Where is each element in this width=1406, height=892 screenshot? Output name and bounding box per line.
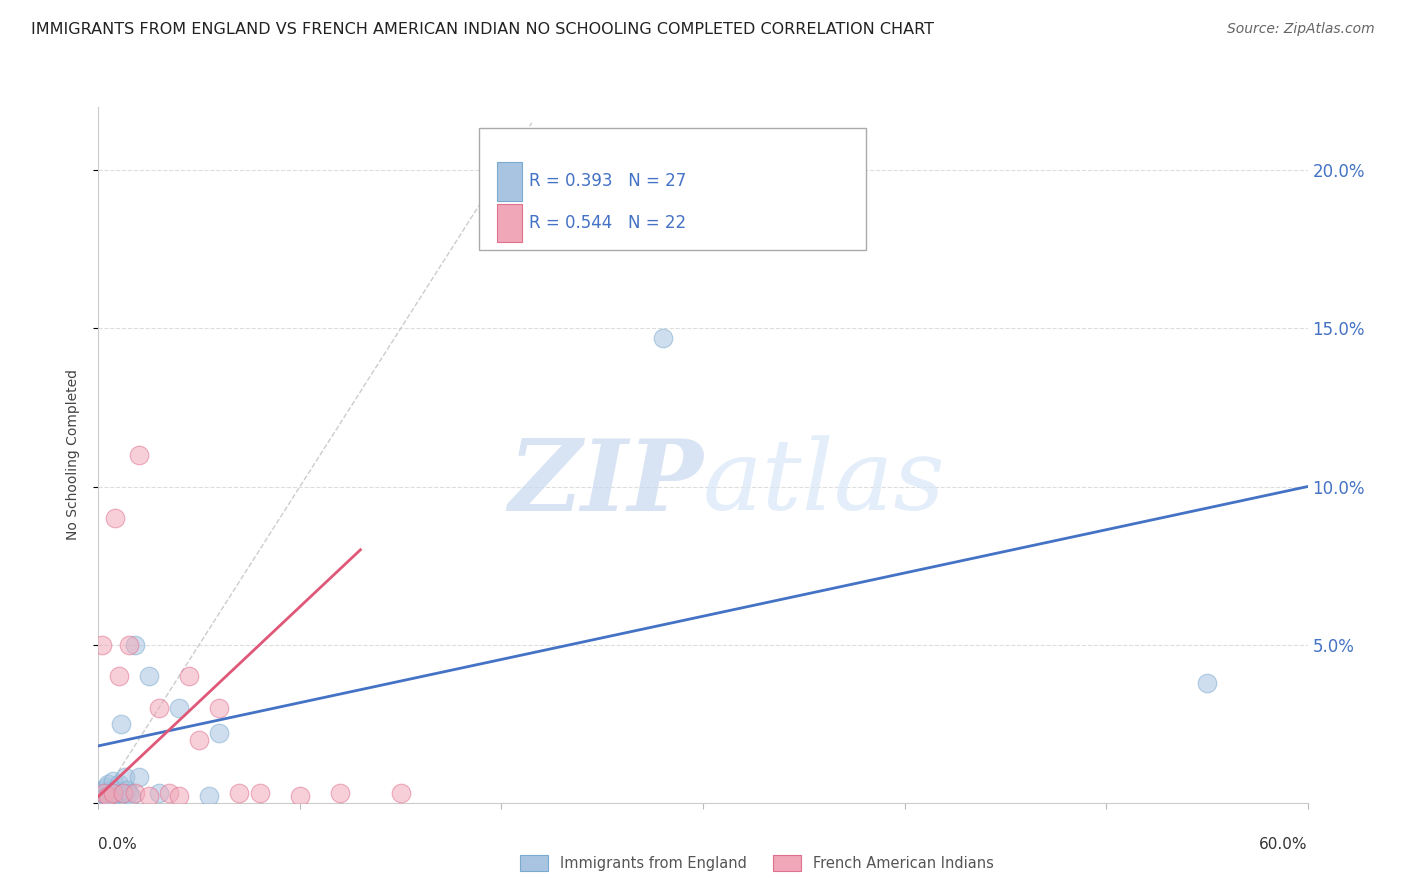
Point [103, 511, 125, 525]
Text: French American Indians: French American Indians [813, 856, 994, 871]
Text: Source: ZipAtlas.com: Source: ZipAtlas.com [1227, 22, 1375, 37]
Point [128, 448, 150, 462]
Y-axis label: No Schooling Completed: No Schooling Completed [66, 369, 80, 541]
Point [110, 716, 132, 731]
Point [107, 669, 129, 683]
Point [208, 701, 231, 715]
Point [93, 783, 115, 797]
Point [389, 786, 412, 800]
Point [111, 786, 134, 800]
Text: R = 0.544   N = 22: R = 0.544 N = 22 [529, 214, 686, 232]
Point [118, 786, 141, 800]
Point [93, 786, 115, 800]
Point [96, 780, 118, 794]
Point [249, 786, 271, 800]
Point [91, 786, 114, 800]
Point [118, 638, 141, 652]
Point [96, 789, 118, 804]
Point [97, 777, 120, 791]
Point [198, 789, 221, 804]
Point [651, 331, 673, 345]
Text: 0.0%: 0.0% [98, 837, 138, 852]
Text: Immigrants from England: Immigrants from England [560, 856, 747, 871]
Point [329, 786, 352, 800]
Text: ZIP: ZIP [508, 434, 703, 531]
Text: 60.0%: 60.0% [1260, 837, 1308, 852]
Point [111, 786, 134, 800]
Point [228, 786, 250, 800]
Point [138, 789, 160, 804]
Point [120, 789, 142, 804]
Point [128, 771, 150, 785]
Point [208, 726, 231, 740]
Point [157, 786, 180, 800]
Point [148, 786, 170, 800]
Point [91, 638, 114, 652]
Point [97, 789, 120, 804]
Point [288, 789, 311, 804]
Point [188, 732, 211, 747]
Point [148, 701, 170, 715]
Point [124, 786, 146, 800]
Text: R = 0.393   N = 27: R = 0.393 N = 27 [529, 172, 686, 191]
Point [107, 777, 129, 791]
Point [97, 786, 120, 800]
Point [167, 789, 190, 804]
Point [179, 669, 201, 683]
Text: atlas: atlas [703, 435, 946, 531]
Point [124, 638, 146, 652]
Point [115, 783, 138, 797]
Point [1195, 675, 1218, 690]
Point [103, 783, 125, 797]
Point [101, 789, 124, 804]
Text: IMMIGRANTS FROM ENGLAND VS FRENCH AMERICAN INDIAN NO SCHOOLING COMPLETED CORRELA: IMMIGRANTS FROM ENGLAND VS FRENCH AMERIC… [31, 22, 934, 37]
Point [100, 786, 122, 800]
Point [138, 669, 160, 683]
Point [101, 773, 124, 788]
Point [101, 786, 124, 800]
Point [114, 771, 136, 785]
Point [167, 701, 190, 715]
Point [105, 786, 128, 800]
